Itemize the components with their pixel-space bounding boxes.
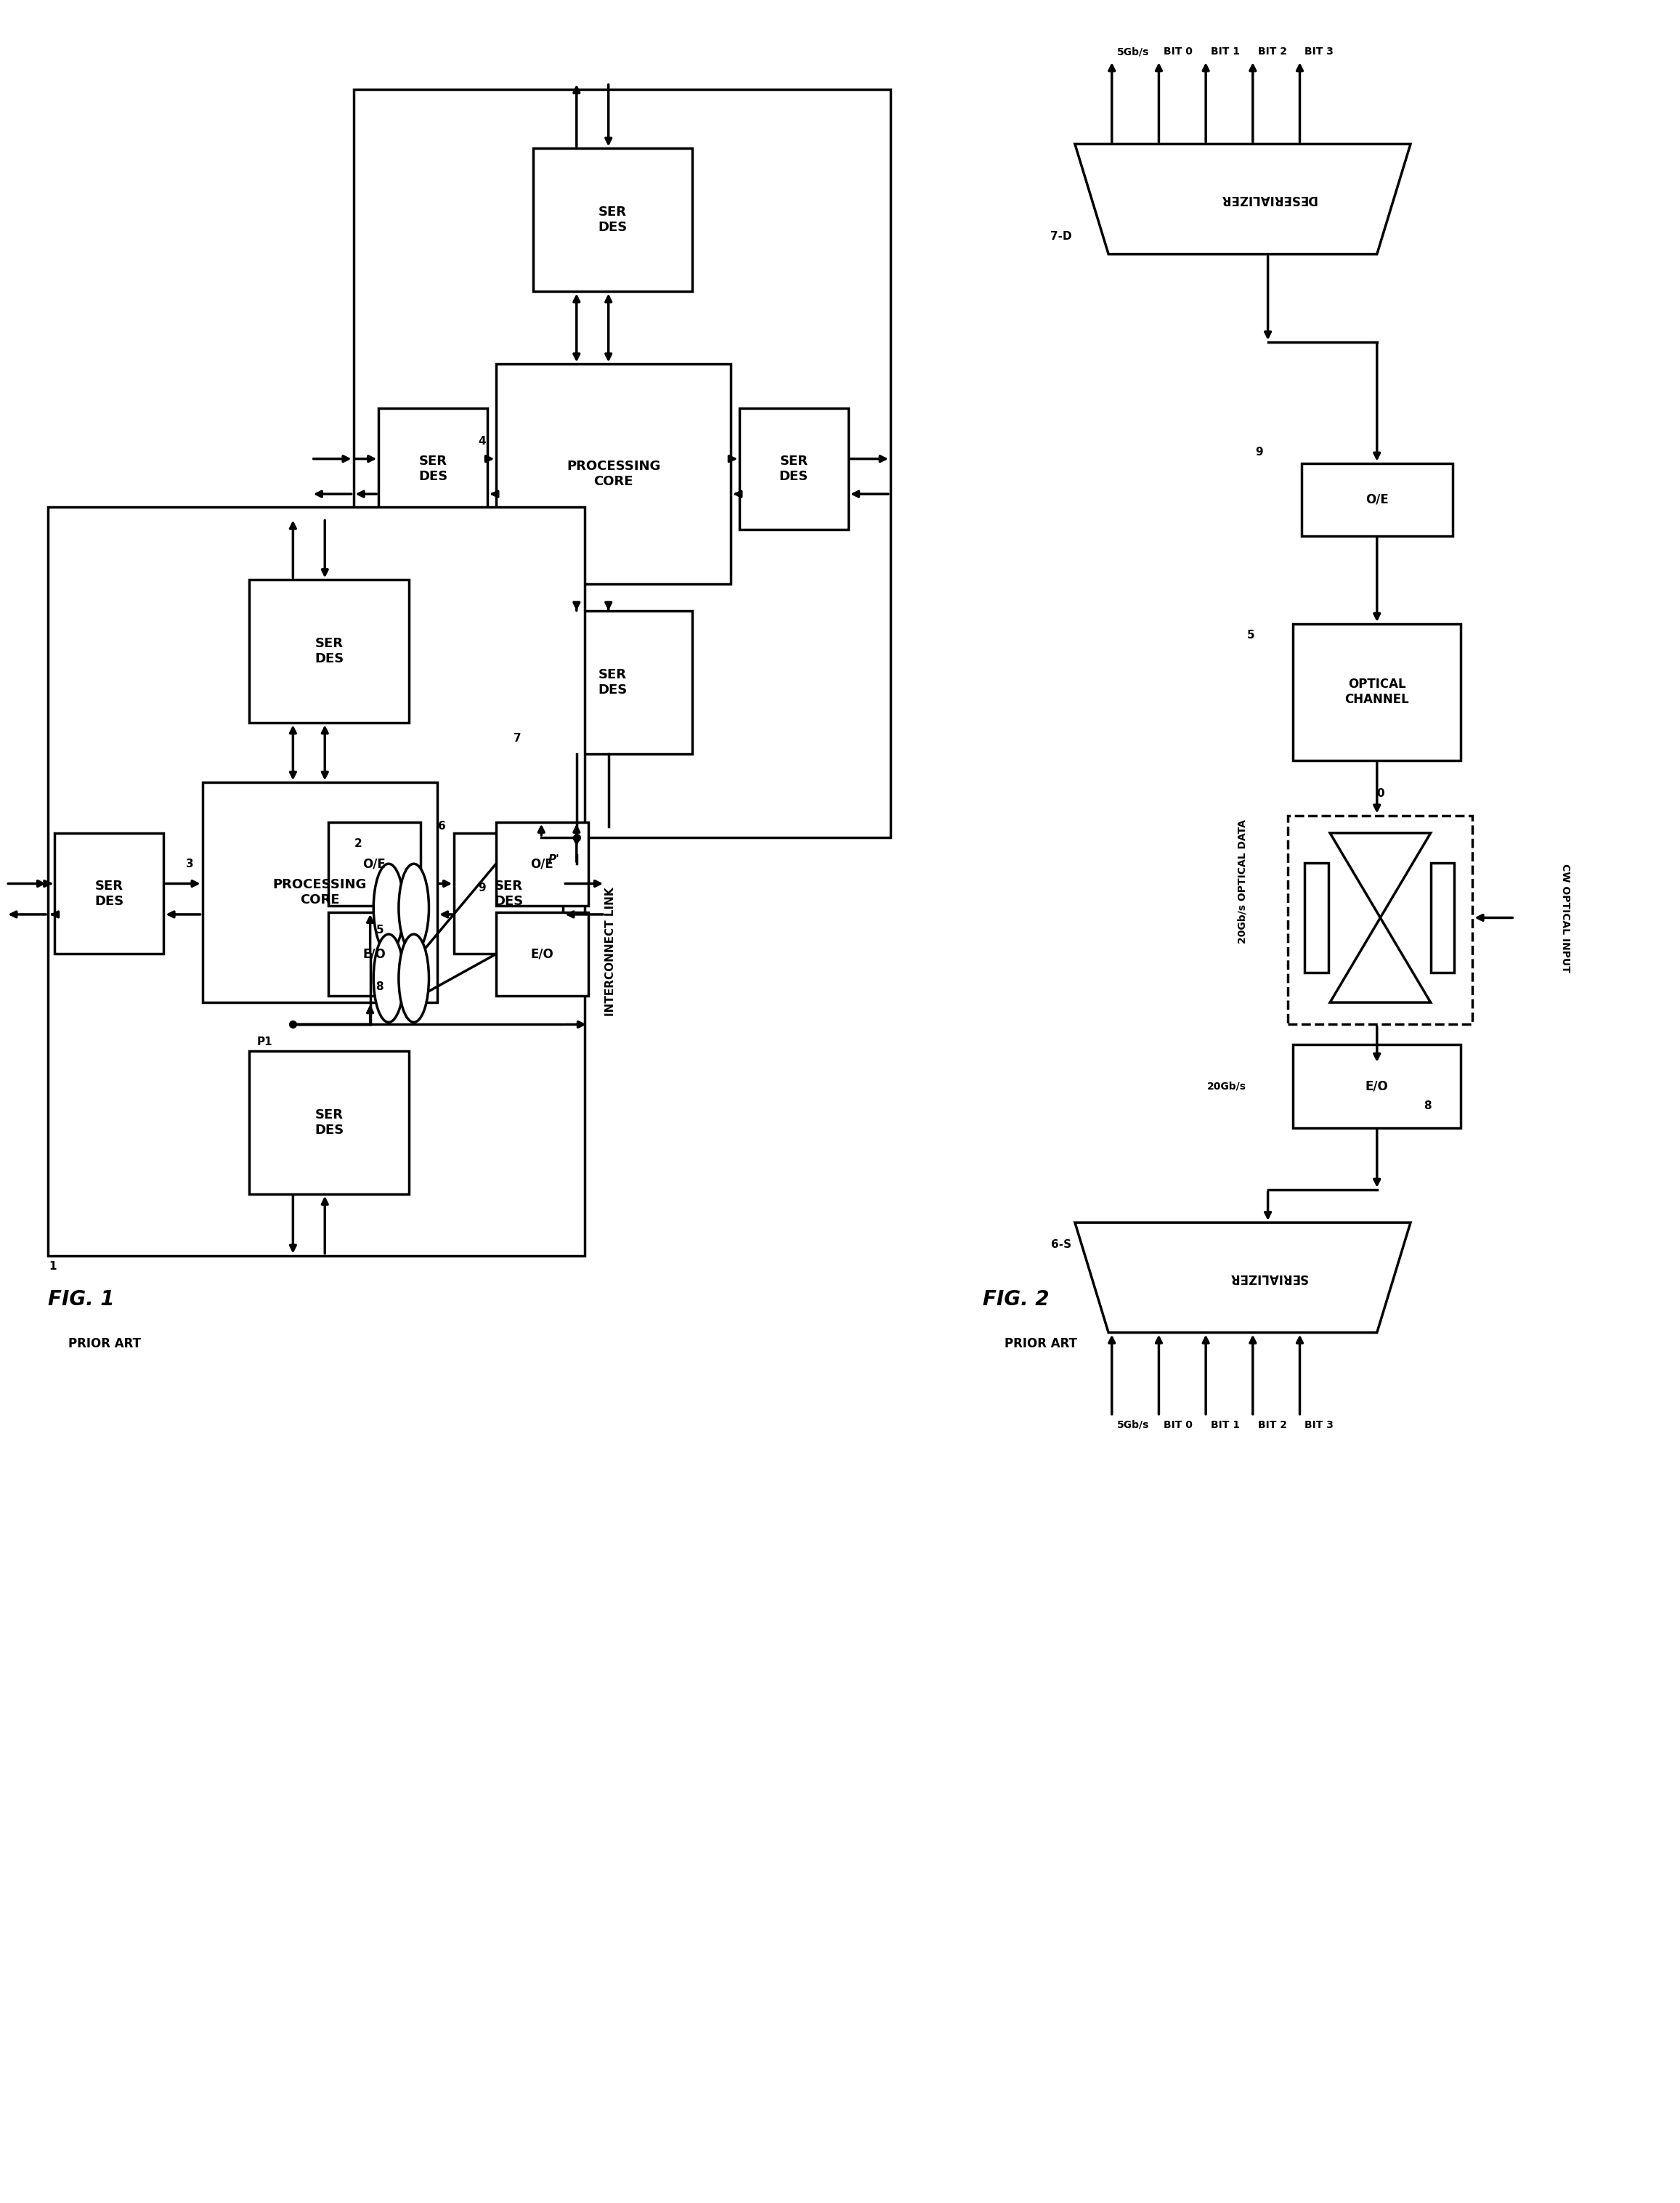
Text: E/O: E/O [531, 947, 554, 961]
Text: BIT 0: BIT 0 [1164, 46, 1193, 57]
Text: 8: 8 [376, 983, 383, 994]
Text: BIT 1: BIT 1 [1211, 46, 1240, 57]
Text: FIG. 1: FIG. 1 [49, 1289, 114, 1311]
Text: 20Gb/s OPTICAL DATA: 20Gb/s OPTICAL DATA [1238, 820, 1248, 943]
Bar [328, 912, 420, 996]
Text: 5: 5 [376, 925, 383, 936]
Bar [739, 408, 848, 529]
Ellipse shape [398, 864, 428, 952]
Bar [55, 833, 163, 954]
Bar [1294, 623, 1462, 760]
Text: PROCESSING
CORE: PROCESSING CORE [566, 460, 660, 489]
Text: 5: 5 [1247, 630, 1255, 641]
Polygon shape [1075, 143, 1411, 253]
Text: E/O: E/O [1366, 1079, 1388, 1093]
Text: 9: 9 [479, 883, 486, 894]
Text: PRIOR ART: PRIOR ART [69, 1337, 141, 1350]
Polygon shape [1331, 833, 1431, 919]
Text: CW OPTICAL INPUT: CW OPTICAL INPUT [1559, 864, 1571, 972]
Bar [49, 507, 585, 1256]
Text: BIT 2: BIT 2 [1258, 1421, 1287, 1430]
Text: 4: 4 [479, 436, 486, 447]
Polygon shape [1331, 919, 1431, 1002]
Bar [454, 833, 563, 954]
Text: SER
DES: SER DES [598, 205, 627, 234]
Text: 2: 2 [354, 839, 363, 850]
Bar [496, 363, 731, 584]
Text: O/E: O/E [363, 857, 386, 870]
Text: P': P' [548, 855, 559, 866]
Bar [533, 610, 692, 753]
Text: 9: 9 [1255, 447, 1263, 458]
Text: DESERIALIZER: DESERIALIZER [1220, 192, 1315, 205]
Text: SER
DES: SER DES [314, 637, 344, 665]
Bar [328, 822, 420, 905]
Bar [1302, 463, 1453, 535]
Text: O/E: O/E [531, 857, 554, 870]
Text: P1: P1 [257, 1038, 272, 1046]
Bar [202, 782, 437, 1002]
Bar [353, 88, 890, 837]
Polygon shape [1075, 1223, 1411, 1333]
Text: 5Gb/s: 5Gb/s [1117, 1421, 1149, 1430]
Text: BIT 0: BIT 0 [1164, 1421, 1193, 1430]
Text: BIT 3: BIT 3 [1305, 46, 1334, 57]
Text: INTERCONNECT LINK: INTERCONNECT LINK [605, 888, 617, 1016]
Text: 5Gb/s: 5Gb/s [1117, 46, 1149, 57]
Text: O/E: O/E [1366, 493, 1388, 507]
Text: SERIALIZER: SERIALIZER [1228, 1271, 1307, 1284]
Text: 20Gb/s: 20Gb/s [1206, 1082, 1247, 1090]
Text: SER
DES: SER DES [418, 454, 447, 482]
Bar [378, 408, 487, 529]
Text: OPTICAL
CHANNEL: OPTICAL CHANNEL [1344, 679, 1410, 707]
Bar [533, 148, 692, 291]
Text: 7-D: 7-D [1050, 231, 1072, 242]
Bar [1431, 864, 1455, 974]
Text: 6-S: 6-S [1052, 1238, 1072, 1249]
Bar [496, 822, 588, 905]
Text: SER
DES: SER DES [94, 879, 124, 908]
Text: 3: 3 [186, 859, 193, 870]
Text: PROCESSING
CORE: PROCESSING CORE [272, 879, 366, 905]
Text: SER
DES: SER DES [494, 879, 522, 908]
Text: SER
DES: SER DES [780, 454, 808, 482]
Bar [1289, 815, 1473, 1024]
Text: 1: 1 [49, 1260, 57, 1271]
Text: 6: 6 [438, 822, 445, 833]
Bar [249, 1051, 408, 1194]
Text: BIT 2: BIT 2 [1258, 46, 1287, 57]
Text: PRIOR ART: PRIOR ART [1005, 1337, 1077, 1350]
Text: SER
DES: SER DES [598, 668, 627, 696]
Ellipse shape [398, 934, 428, 1022]
Ellipse shape [373, 864, 403, 952]
Text: SER
DES: SER DES [314, 1108, 344, 1137]
Bar [1305, 864, 1329, 974]
Text: BIT 3: BIT 3 [1305, 1421, 1334, 1430]
Ellipse shape [373, 934, 403, 1022]
Text: 8: 8 [1423, 1102, 1431, 1110]
Bar [249, 579, 408, 723]
Bar [1294, 1044, 1462, 1128]
Bar [496, 912, 588, 996]
Text: BIT 1: BIT 1 [1211, 1421, 1240, 1430]
Text: 0: 0 [1376, 789, 1384, 800]
Text: 7: 7 [514, 734, 521, 745]
Text: FIG. 2: FIG. 2 [983, 1289, 1048, 1311]
Text: E/O: E/O [363, 947, 386, 961]
